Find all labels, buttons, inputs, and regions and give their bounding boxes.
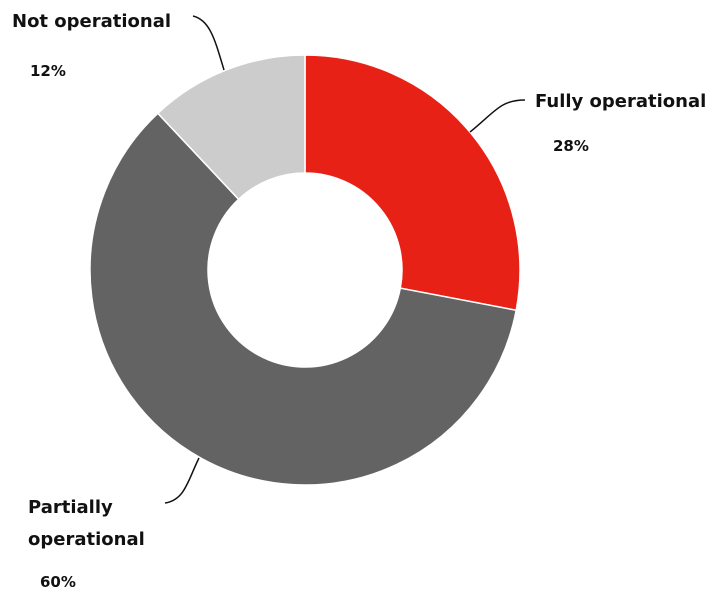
value-label: 60% [40,573,76,591]
slice-label: Not operational [12,11,172,32]
leader-line [164,457,200,504]
leader-line [469,99,526,133]
value-label: 28% [553,137,589,155]
slice-label: Partially operational [28,497,145,550]
value-label: 12% [30,62,66,80]
slice [304,54,521,312]
slices [89,54,521,486]
slice [156,54,306,201]
slice [89,112,518,486]
slice-label: Fully operational [535,91,707,112]
leader-line [192,15,225,71]
